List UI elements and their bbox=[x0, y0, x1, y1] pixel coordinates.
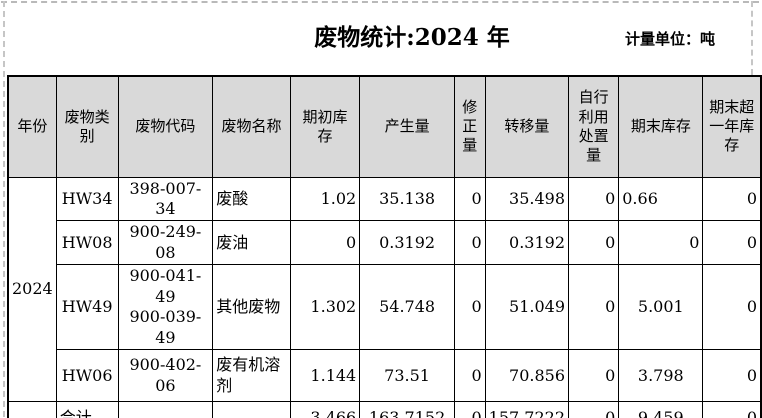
cell-transferred[interactable]: 0.3192 bbox=[484, 220, 570, 266]
cell-self-disposed[interactable]: 0 bbox=[568, 264, 620, 351]
cell-code[interactable] bbox=[117, 401, 214, 418]
cell-name[interactable]: 废油 bbox=[212, 220, 291, 266]
row-total: 合计 3.466 163.7152 0 157.7222 0 9.459 0 bbox=[7, 401, 762, 418]
cell-closing[interactable]: 0.66 bbox=[618, 176, 704, 222]
column-header-transferred[interactable]: 转移量 bbox=[484, 75, 570, 178]
column-header-opening[interactable]: 期初库 存 bbox=[289, 75, 361, 178]
cell-self-disposed[interactable]: 0 bbox=[568, 401, 620, 418]
cell-category[interactable]: 合计 bbox=[55, 401, 119, 418]
column-header-over-year[interactable]: 期末超 一年库 存 bbox=[702, 75, 762, 178]
cell-generated[interactable]: 0.3192 bbox=[359, 220, 455, 266]
page-break-line-top bbox=[1, 1, 759, 3]
year-cell[interactable]: 2024 bbox=[7, 176, 57, 403]
cell-code[interactable]: 900-402-06 bbox=[117, 349, 214, 403]
year-cell-empty[interactable] bbox=[7, 401, 57, 418]
unit-label: 计量单位：吨 bbox=[625, 30, 716, 48]
column-header-generated[interactable]: 产生量 bbox=[359, 75, 455, 178]
cell-name[interactable]: 其他废物 bbox=[212, 264, 291, 351]
cell-over-year[interactable]: 0 bbox=[702, 349, 762, 403]
waste-table: 年份 废物类 别废物代码 废物名称 期初库 存产生量修 正 量转移量 自行 利用 处置 … bbox=[7, 75, 762, 418]
cell-transferred[interactable]: 70.856 bbox=[484, 349, 570, 403]
column-header-name[interactable]: 废物名称 bbox=[212, 75, 291, 178]
cell-category[interactable]: HW49 bbox=[55, 264, 119, 351]
page-break-line-right bbox=[751, 1, 753, 75]
cell-self-disposed[interactable]: 0 bbox=[568, 349, 620, 403]
cell-opening[interactable]: 0 bbox=[289, 220, 361, 266]
cell-code[interactable]: 398-007-34 bbox=[117, 176, 214, 222]
cell-over-year[interactable]: 0 bbox=[702, 401, 762, 418]
cell-corrected[interactable]: 0 bbox=[453, 264, 486, 351]
cell-name[interactable]: 废酸 bbox=[212, 176, 291, 222]
cell-opening[interactable]: 1.302 bbox=[289, 264, 361, 351]
cell-name[interactable]: 废有机溶 剂 bbox=[212, 349, 291, 403]
table-body: 2024 HW34 398-007-34 废酸 1.02 35.138 0 35.498 0 0.… bbox=[7, 176, 762, 418]
cell-name[interactable] bbox=[212, 401, 291, 418]
page-break-line-left bbox=[3, 1, 5, 417]
cell-code[interactable]: 900-041-49 900-039-49 bbox=[117, 264, 214, 351]
cell-transferred[interactable]: 51.049 bbox=[484, 264, 570, 351]
cell-over-year[interactable]: 0 bbox=[702, 264, 762, 351]
cell-corrected[interactable]: 0 bbox=[453, 220, 486, 266]
cell-corrected[interactable]: 0 bbox=[453, 349, 486, 403]
cell-generated[interactable]: 73.51 bbox=[359, 349, 455, 403]
cell-opening[interactable]: 1.02 bbox=[289, 176, 361, 222]
cell-category[interactable]: HW34 bbox=[55, 176, 119, 222]
table-head: 年份 废物类 别废物代码 废物名称 期初库 存产生量修 正 量转移量 自行 利用 处置 … bbox=[7, 75, 762, 178]
report-title: 废物统计:2024 年 bbox=[314, 24, 510, 51]
cell-transferred[interactable]: 157.7222 bbox=[484, 401, 570, 418]
cell-category[interactable]: HW08 bbox=[55, 220, 119, 266]
column-header-corrected[interactable]: 修 正 量 bbox=[453, 75, 486, 178]
cell-closing[interactable]: 0 bbox=[618, 220, 704, 266]
cell-self-disposed[interactable]: 0 bbox=[568, 220, 620, 266]
cell-opening[interactable]: 3.466 bbox=[289, 401, 361, 418]
cell-transferred[interactable]: 35.498 bbox=[484, 176, 570, 222]
cell-closing[interactable]: 9.459 bbox=[618, 401, 704, 418]
cell-generated[interactable]: 35.138 bbox=[359, 176, 455, 222]
cell-closing[interactable]: 3.798 bbox=[618, 349, 704, 403]
column-header-closing[interactable]: 期末库存 bbox=[618, 75, 704, 178]
row-hw34: 2024 HW34 398-007-34 废酸 1.02 35.138 0 35.498 0 0.… bbox=[7, 176, 762, 403]
cell-category[interactable]: HW06 bbox=[55, 349, 119, 403]
cell-code[interactable]: 900-249-08 bbox=[117, 220, 214, 266]
cell-corrected[interactable]: 0 bbox=[453, 401, 486, 418]
cell-corrected[interactable]: 0 bbox=[453, 176, 486, 222]
column-header-category[interactable]: 废物类 别 bbox=[55, 75, 119, 178]
header-row: 年份 废物类 别废物代码 废物名称 期初库 存产生量修 正 量转移量 自行 利用 处置 … bbox=[7, 75, 762, 178]
row-hw49: HW49 900-041-49 900-039-49 其他废物 1.302 54.748… bbox=[8, 264, 762, 351]
cell-generated[interactable]: 163.7152 bbox=[359, 401, 455, 418]
column-header-code[interactable]: 废物代码 bbox=[117, 75, 214, 178]
cell-closing[interactable]: 5.001 bbox=[618, 264, 704, 351]
column-header-self-disposed[interactable]: 自行 利用 处置 量 bbox=[568, 75, 620, 178]
cell-opening[interactable]: 1.144 bbox=[289, 349, 361, 403]
column-header-year[interactable]: 年份 bbox=[7, 75, 57, 178]
cell-over-year[interactable]: 0 bbox=[702, 176, 762, 222]
row-hw06: HW06 900-402-06 废有机溶 剂 1.144 73.51 0 70.856 0 3.… bbox=[8, 349, 762, 403]
row-hw08: HW08 900-249-08 废油 0 0.3192 0 0.3192 0 0 0 bbox=[8, 220, 762, 266]
cell-self-disposed[interactable]: 0 bbox=[568, 176, 620, 222]
cell-over-year[interactable]: 0 bbox=[702, 220, 762, 266]
cell-generated[interactable]: 54.748 bbox=[359, 264, 455, 351]
